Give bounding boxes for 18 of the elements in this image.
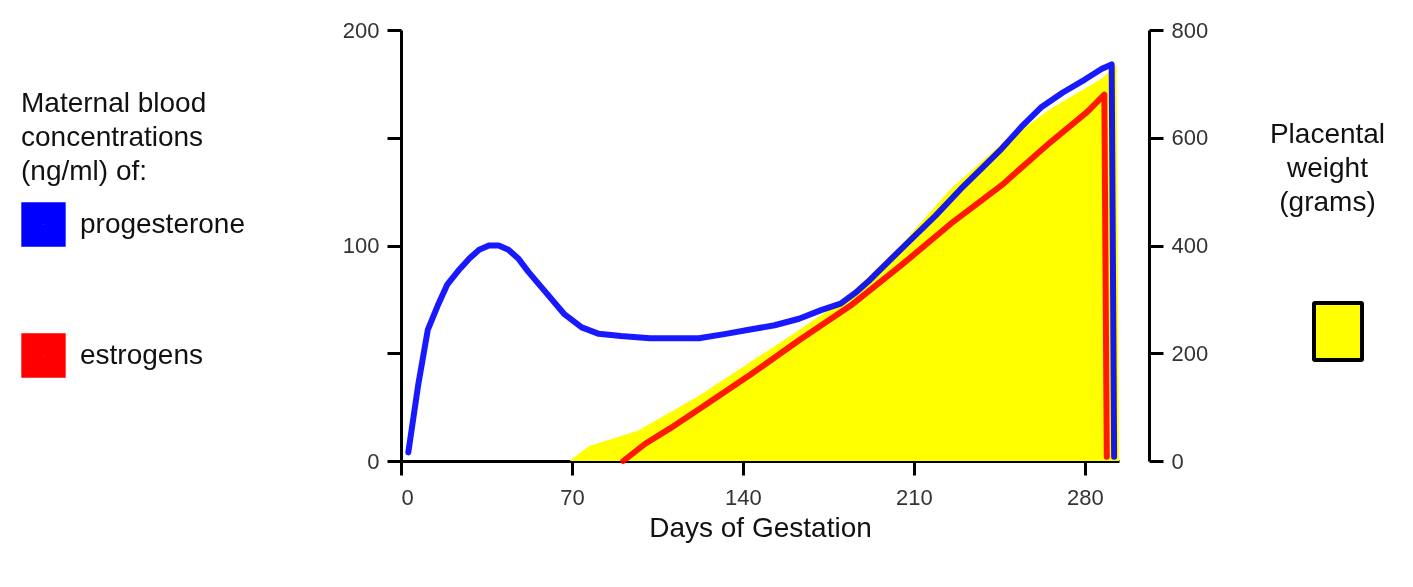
- y2-tick-label: 0: [1171, 448, 1184, 474]
- x-tick-label: 280: [1066, 484, 1104, 510]
- y-tick-label: 100: [342, 233, 380, 258]
- y2-tick-label: 800: [1171, 17, 1209, 43]
- y2-tick-label: 600: [1171, 125, 1209, 151]
- y2-axis-title: Placental weight (grams): [1269, 117, 1386, 217]
- legend-title: Maternal blood concentrations (ng/ml) of:: [21, 87, 207, 186]
- legend-label: progesterone: [80, 207, 246, 239]
- y2-tick-label: 400: [1171, 233, 1209, 258]
- x-tick-label: 0: [401, 484, 414, 510]
- x-tick-label: 210: [896, 484, 933, 510]
- y-tick-label: 200: [342, 17, 380, 43]
- legend-label: estrogens: [80, 338, 203, 370]
- x-axis-title: Days of Gestation: [649, 511, 872, 543]
- y2-tick-label: 200: [1171, 340, 1209, 366]
- x-tick-label: 70: [560, 484, 585, 510]
- y-tick-label: 0: [367, 448, 380, 474]
- x-tick-label: 140: [725, 484, 762, 510]
